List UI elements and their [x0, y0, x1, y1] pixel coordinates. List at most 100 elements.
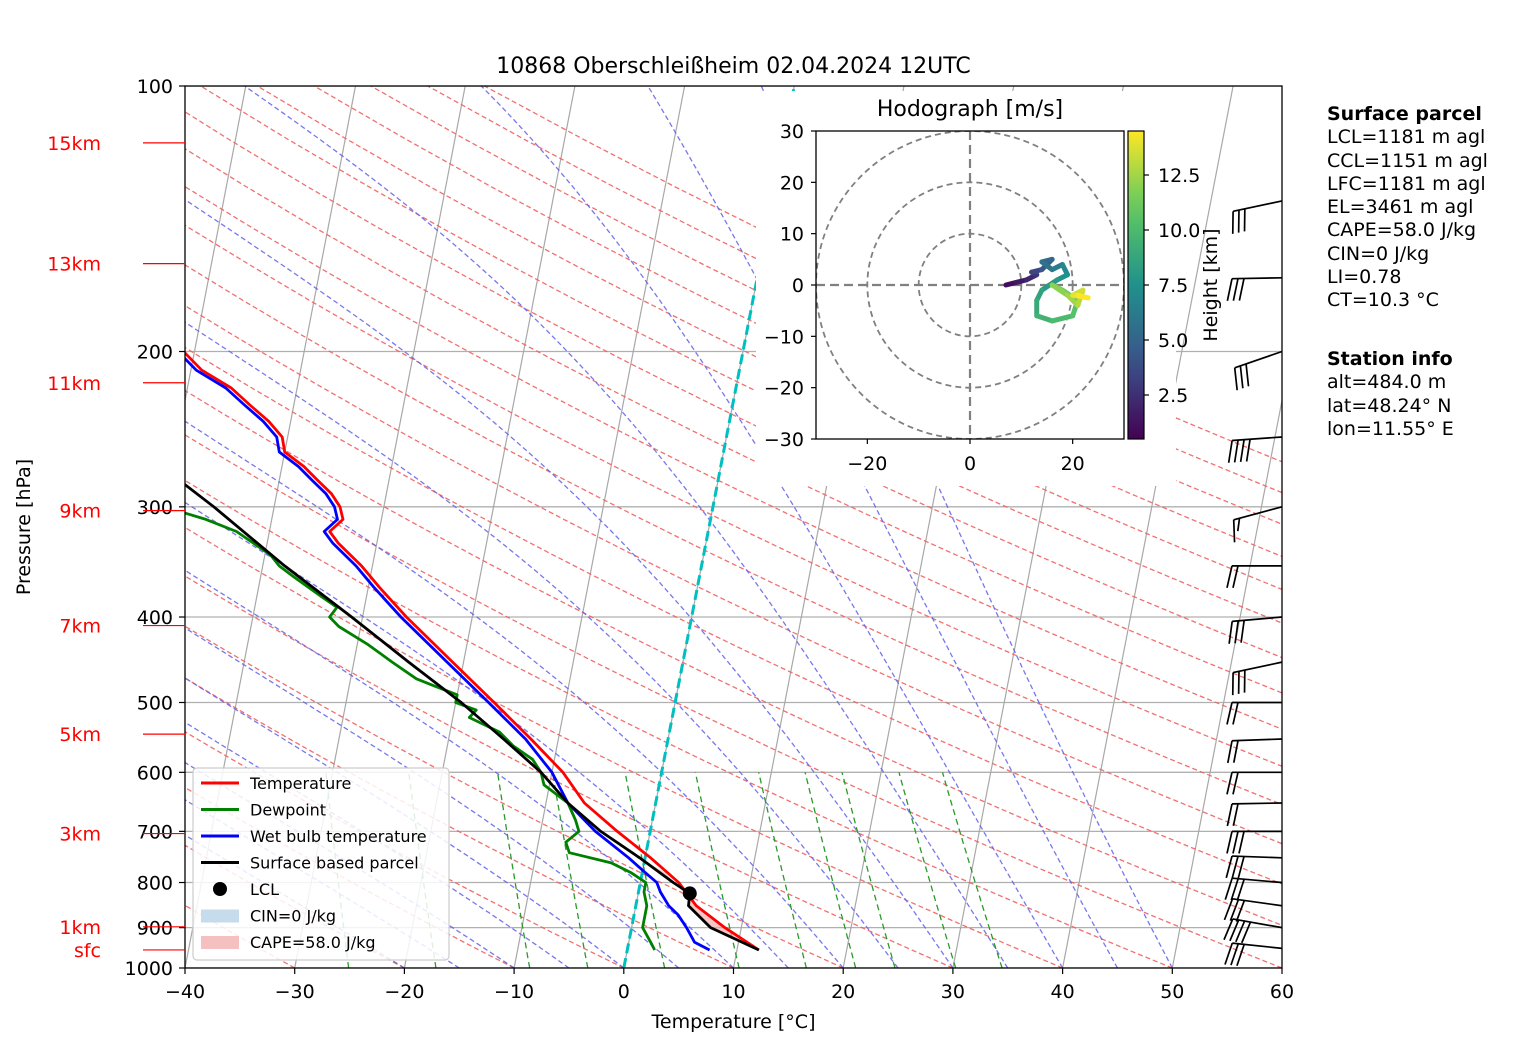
wind-barb-flag [1233, 279, 1238, 301]
y-tick-label: 300 [137, 497, 173, 519]
wind-barb-flag [1231, 944, 1238, 965]
y-tick-label: 900 [137, 918, 173, 940]
x-tick-label: −20 [384, 981, 424, 1003]
wind-barb-flag [1227, 831, 1232, 853]
hodograph-y-tick-label: 0 [792, 275, 804, 297]
x-tick-label: 40 [1051, 981, 1075, 1003]
wind-barb-flag [1234, 520, 1235, 543]
y-tick-label: 100 [137, 76, 173, 98]
y-tick-label: 800 [137, 873, 173, 895]
x-tick-label: 60 [1270, 981, 1294, 1003]
y-tick-label: 600 [137, 762, 173, 784]
hodograph-y-tick-label: −20 [764, 378, 804, 400]
hodograph-y-tick-label: 30 [780, 121, 804, 143]
cin-value: CIN=0 J/kg [1327, 243, 1488, 266]
wind-barb-flag [1246, 364, 1248, 386]
x-tick-label: 30 [941, 981, 965, 1003]
wind-barb-flag [1227, 702, 1232, 724]
y-tick-label: 500 [137, 692, 173, 714]
x-tick-label: 10 [721, 981, 745, 1003]
station-altitude: alt=484.0 m [1327, 371, 1454, 394]
wind-barb-flag [1226, 856, 1232, 878]
y-tick-label: 200 [137, 342, 173, 364]
wind-barb-staff [1233, 201, 1282, 211]
wind-barb-flag [1229, 440, 1232, 462]
y-tick-label: 700 [137, 821, 173, 843]
wind-barb-flag [1233, 831, 1238, 853]
legend-label: CIN=0 J/kg [250, 907, 336, 926]
legend-label: Dewpoint [250, 801, 326, 820]
wind-barbs [1224, 201, 1282, 966]
mixing-ratio-line [759, 772, 807, 968]
wind-barb-flag [1227, 279, 1232, 301]
station-info-panel: Station info alt=484.0 m lat=48.24° N lo… [1327, 348, 1454, 441]
colorbar-tick-label: 7.5 [1158, 275, 1188, 297]
hodograph-trace [1078, 295, 1088, 298]
hodograph-title: Hodograph [m/s] [877, 97, 1063, 122]
ccl-value: CCL=1151 m agl [1327, 150, 1488, 173]
wind-barb-flag [1241, 440, 1244, 462]
wind-barb-flag [1233, 566, 1238, 588]
wind-barb-flag [1238, 518, 1240, 531]
x-tick-label: −30 [275, 981, 315, 1003]
height-label: 1km [59, 917, 101, 939]
colorbar-tick-label: 10.0 [1158, 220, 1200, 242]
lfc-value: LFC=1181 m agl [1327, 173, 1488, 196]
x-tick-label: 20 [831, 981, 855, 1003]
colorbar-tick-label: 2.5 [1158, 385, 1188, 407]
legend-label: Wet bulb temperature [250, 827, 427, 846]
isotherm-line [1172, 86, 1343, 968]
hodograph-x-tick-label: 0 [964, 453, 976, 475]
hodograph-x-tick-label: −20 [847, 453, 887, 475]
height-label: 15km [47, 133, 101, 155]
hodograph-y-tick-label: −30 [764, 429, 804, 451]
cape-value: CAPE=58.0 J/kg [1327, 219, 1488, 242]
height-label: 11km [47, 373, 101, 395]
wind-barb-flag [1235, 368, 1237, 390]
station-info-heading: Station info [1327, 348, 1454, 371]
x-tick-label: −10 [494, 981, 534, 1003]
wind-barb-flag [1247, 439, 1250, 461]
legend-swatch [213, 882, 227, 896]
wind-barb-staff [1233, 919, 1282, 928]
colorbar-tick-label: 12.5 [1158, 165, 1200, 187]
wind-barb-flag [1234, 741, 1238, 763]
wind-barb-flag [1232, 856, 1238, 878]
x-tick-label: −40 [165, 981, 205, 1003]
el-value: EL=3461 m agl [1327, 196, 1488, 219]
wind-barb-flag [1225, 878, 1232, 899]
x-axis-label: Temperature [°C] [651, 1011, 816, 1033]
li-value: LI=0.78 [1327, 266, 1488, 289]
mixing-ratio-line [899, 772, 956, 968]
wind-barb-staff [1234, 507, 1282, 520]
legend-label: Surface based parcel [250, 854, 419, 873]
colorbar-tick-label: 5.0 [1158, 330, 1188, 352]
station-longitude: lon=11.55° E [1327, 418, 1454, 441]
y-tick-label: 1000 [125, 958, 173, 980]
height-label: 5km [59, 724, 101, 746]
wind-barb-flag [1239, 831, 1244, 853]
hodograph-y-tick-label: −10 [764, 326, 804, 348]
surface-parcel-heading: Surface parcel [1327, 103, 1488, 126]
legend: Temperature Dewpoint Wet bulb temperature S… [193, 768, 449, 960]
wind-barb-flag [1233, 702, 1238, 724]
legend-swatch [201, 936, 239, 949]
wind-barb-flag [1229, 621, 1232, 643]
wind-barb-flag [1233, 804, 1238, 826]
hodograph-background [756, 91, 1176, 486]
wind-barb-flag [1228, 741, 1232, 763]
station-latitude: lat=48.24° N [1327, 395, 1454, 418]
wind-barb-staff [1232, 739, 1282, 741]
legend-label: LCL [250, 880, 279, 899]
wind-barb-flag [1227, 772, 1232, 794]
height-label: 9km [59, 501, 101, 523]
legend-label: CAPE=58.0 J/kg [250, 933, 376, 952]
wind-barb-flag [1239, 278, 1244, 300]
legend-label: Temperature [249, 774, 351, 793]
x-tick-label: 50 [1160, 981, 1184, 1003]
hodograph-y-tick-label: 10 [780, 224, 804, 246]
ct-value: CT=10.3 °C [1327, 289, 1488, 312]
